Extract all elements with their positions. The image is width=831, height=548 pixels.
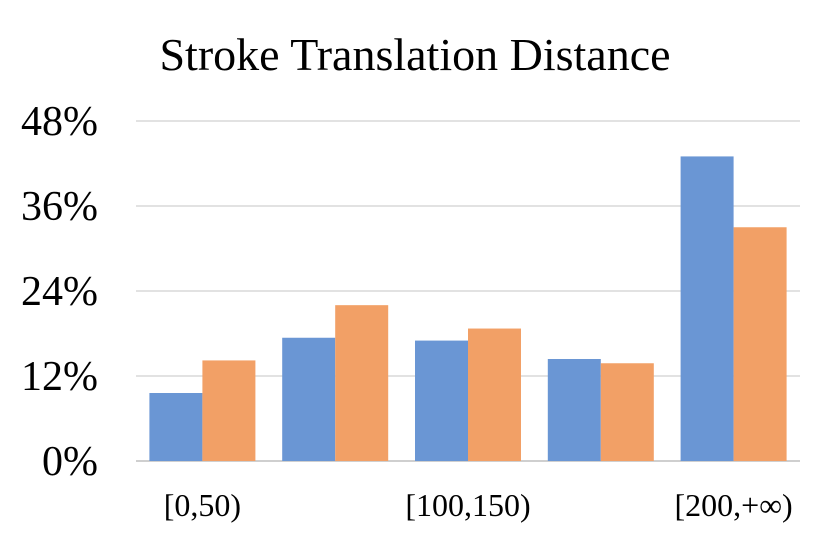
bar-series-1 <box>680 156 734 461</box>
x-axis-ticks: [0,50) [100,150) [200,+∞) <box>164 487 793 523</box>
bar-series-2 <box>733 227 787 461</box>
chart-title: Stroke Translation Distance <box>159 29 670 80</box>
y-tick-label: 12% <box>21 354 98 400</box>
x-tick-label: [100,150) <box>405 487 530 523</box>
y-tick-label: 24% <box>21 269 98 315</box>
y-axis-ticks: 0% 12% 24% 36% 48% <box>21 99 98 485</box>
x-tick-label: [200,+∞) <box>675 487 793 523</box>
bar-series-1 <box>282 337 336 461</box>
bar-series-2 <box>202 360 256 461</box>
x-tick-label: [0,50) <box>164 487 241 523</box>
y-tick-label: 48% <box>21 99 98 145</box>
bar-series-2 <box>468 328 521 461</box>
bar-series-1 <box>149 393 203 461</box>
bar-series-2 <box>335 305 389 461</box>
bars <box>149 156 787 461</box>
y-tick-label: 0% <box>42 439 98 485</box>
y-tick-label: 36% <box>21 184 98 230</box>
bar-series-2 <box>600 363 654 461</box>
bar-series-1 <box>547 359 601 461</box>
bar-series-1 <box>415 340 468 461</box>
